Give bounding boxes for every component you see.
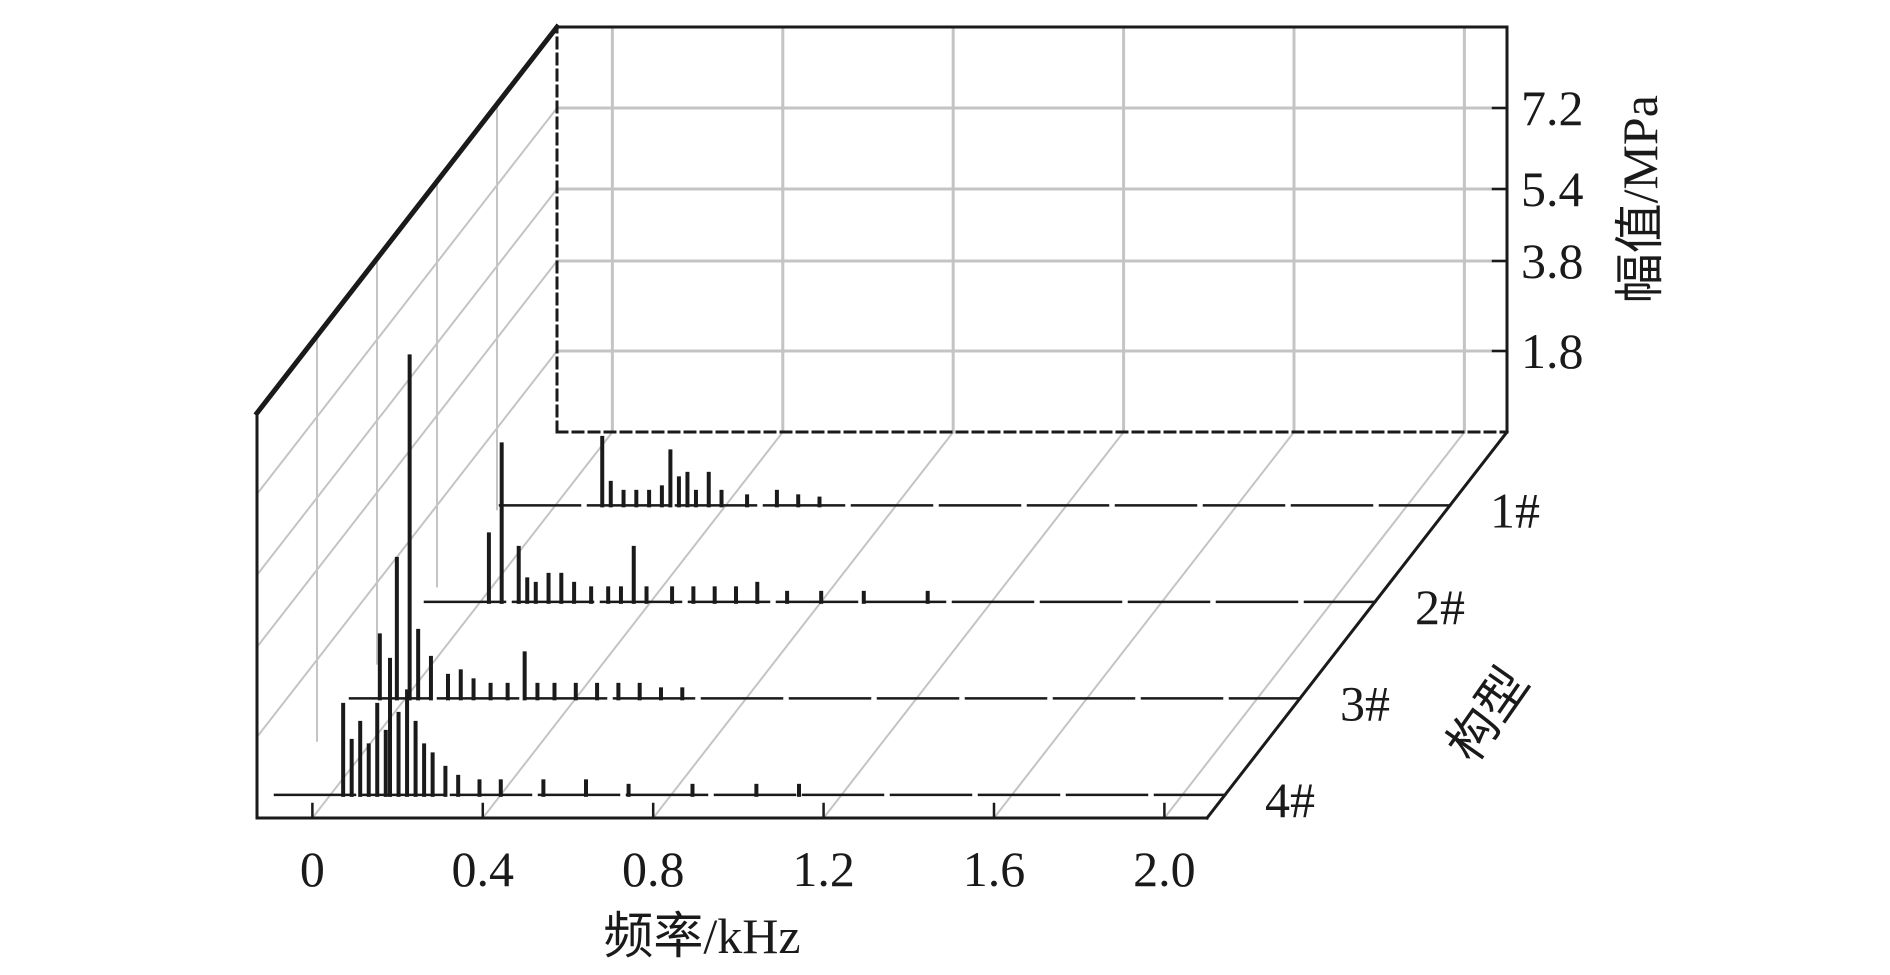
y-tick-label-1: 3.8 [1521, 233, 1584, 289]
frame-right-floor [1204, 429, 1510, 821]
z-axis-title: 构型 [1436, 658, 1539, 772]
floor-grid-diag-2 [651, 430, 955, 820]
spectrum-bars [341, 354, 930, 797]
axes-frame [253, 23, 1510, 821]
series-label-3: 4# [1265, 772, 1315, 828]
series-label-1: 2# [1415, 579, 1465, 635]
x-tick-label-4: 1.6 [963, 841, 1026, 897]
y-axis-title: 幅值/MPa [1612, 95, 1668, 303]
back-wall-grid [555, 25, 1509, 434]
frame-top-left-edge [253, 23, 561, 417]
floor-grid-diag-3 [822, 430, 1125, 820]
side-grid-diag-2 [255, 187, 559, 577]
x-tick-label-3: 1.2 [792, 841, 855, 897]
x-tick-label-2: 0.8 [622, 841, 685, 897]
floor-grid-diag-4 [992, 430, 1296, 820]
y-tick-label-3: 7.2 [1521, 80, 1584, 136]
floor-grid-diag-0 [310, 430, 614, 820]
side-grid-diag-0 [255, 349, 559, 739]
y-tick-label-0: 1.8 [1521, 323, 1584, 379]
series-label-0: 1# [1490, 482, 1540, 538]
x-axis-title: 频率/kHz [603, 908, 800, 964]
series-label-2: 3# [1340, 675, 1390, 731]
floor-grid-diag-5 [1162, 430, 1466, 820]
side-wall-grid [255, 103, 559, 742]
x-tick-label-0: 0 [300, 841, 325, 897]
floor-grid [310, 430, 1466, 820]
x-tick-label-5: 2.0 [1133, 841, 1196, 897]
side-grid-diag-1 [255, 259, 559, 649]
axis-labels: 1.8 3.8 5.4 7.2 0 0.4 0.8 1.2 1.6 2.0 1# 2# 3# 4# 频率/k… [300, 80, 1668, 964]
x-tick-label-1: 0.4 [452, 841, 515, 897]
y-tick-label-2: 5.4 [1521, 161, 1584, 217]
floor-grid-diag-1 [481, 430, 785, 820]
side-grid-diag-3 [255, 106, 559, 496]
